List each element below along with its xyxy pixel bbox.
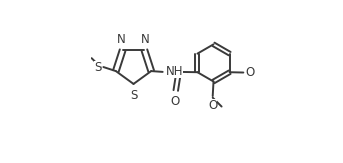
Text: S: S xyxy=(94,60,101,74)
Text: S: S xyxy=(131,89,138,102)
Text: O: O xyxy=(170,95,180,108)
Text: N: N xyxy=(117,33,126,46)
Text: NH: NH xyxy=(166,65,183,78)
Text: O: O xyxy=(208,99,217,112)
Text: N: N xyxy=(141,33,150,46)
Text: O: O xyxy=(245,66,255,79)
